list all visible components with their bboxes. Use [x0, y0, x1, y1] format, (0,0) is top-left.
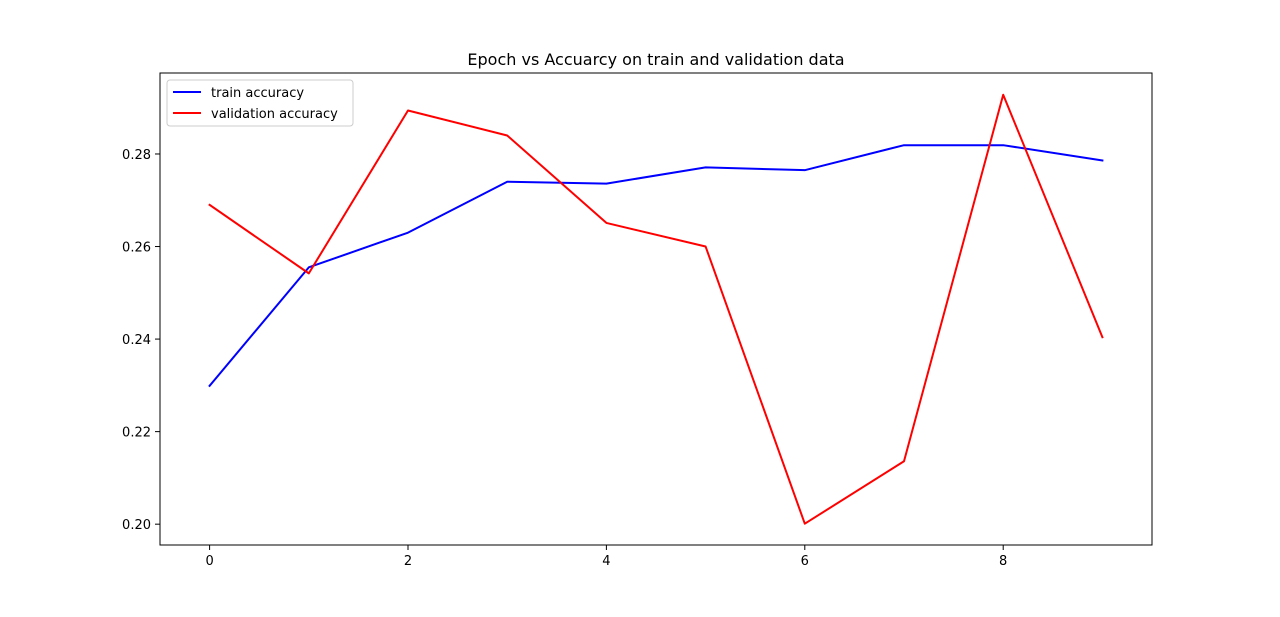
chart-title: Epoch vs Accuarcy on train and validatio…: [467, 50, 844, 69]
y-tick-label: 0.28: [122, 148, 151, 163]
x-tick-label: 2: [404, 554, 412, 569]
x-tick-label: 8: [999, 554, 1007, 569]
y-tick-label: 0.26: [122, 241, 151, 256]
plot-area: 0 2 4 6 8 0.20 0.22 0.24 0.26 0.28: [122, 72, 1153, 569]
x-tick-label: 0: [205, 554, 213, 569]
y-tick-label: 0.24: [122, 333, 151, 348]
x-tick-label: 6: [801, 554, 809, 569]
series-line-0: [208, 144, 1104, 388]
legend: train accuracy validation accuracy: [166, 79, 354, 127]
y-tick-label: 0.20: [122, 518, 151, 533]
y-tick-label: 0.22: [122, 426, 151, 441]
series-line-1: [208, 93, 1104, 525]
x-tick-label: 4: [602, 554, 610, 569]
legend-label-1: validation accuracy: [211, 107, 338, 122]
legend-label-0: train accuracy: [211, 86, 304, 101]
legend-box: [166, 79, 354, 127]
axes-frame: [159, 72, 1153, 546]
